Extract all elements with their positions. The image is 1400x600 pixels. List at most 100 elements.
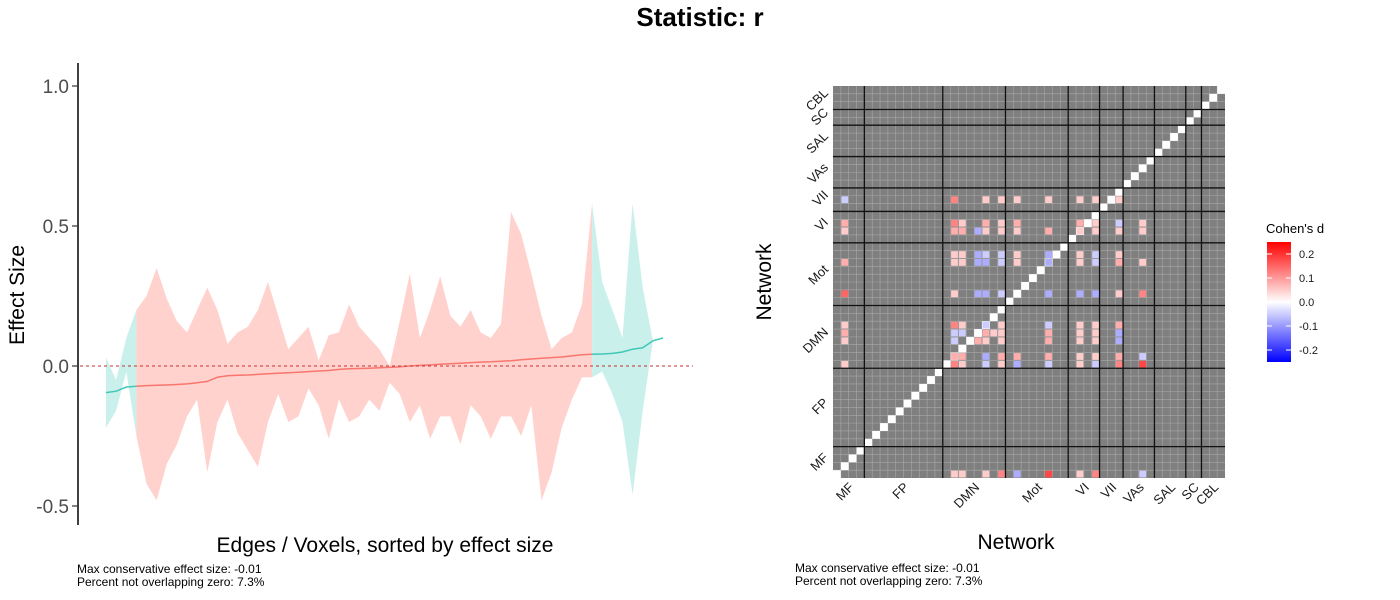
right-percent-note: Percent not overlapping zero: 7.3% xyxy=(795,574,983,588)
heatmap-cell xyxy=(1076,470,1084,478)
heatmap-cell xyxy=(1076,196,1084,204)
heatmap-cell xyxy=(958,219,966,227)
heatmap-cell xyxy=(982,219,990,227)
heatmap-cell xyxy=(1115,337,1123,345)
heatmap-cell xyxy=(1115,290,1123,298)
y-network-label: Mot xyxy=(805,261,831,287)
heatmap-cell xyxy=(951,251,958,258)
heatmap-cell xyxy=(1139,258,1147,266)
diagonal-cell xyxy=(1170,133,1178,141)
diagonal-cell xyxy=(887,415,896,424)
heatmap-cell xyxy=(1013,470,1021,478)
heatmap-cell xyxy=(1092,290,1100,298)
heatmap-cell xyxy=(841,258,849,266)
heatmap-cell xyxy=(951,196,958,204)
y-network-label: DMN xyxy=(800,324,832,356)
legend-ticks: 0.2 0.1 0.0 -0.1 -0.2 xyxy=(1267,249,1318,357)
heatmap-cell xyxy=(1013,196,1021,204)
heatmap-cell xyxy=(951,321,958,329)
heatmap-cell xyxy=(1115,196,1123,204)
heatmap-cell xyxy=(982,360,990,368)
diagonal-cell xyxy=(974,329,982,337)
heatmap-cell xyxy=(1076,337,1084,345)
heatmap-cell xyxy=(1076,360,1084,368)
x-network-label: VI xyxy=(1073,480,1092,499)
heatmap-cell xyxy=(1115,219,1123,227)
heatmap-cell xyxy=(982,258,990,266)
diagonal-cell xyxy=(872,430,881,439)
heatmap-cell xyxy=(1092,470,1100,478)
diagonal-cell xyxy=(942,360,951,369)
diagonal-cell xyxy=(1177,125,1186,134)
estimate-line-significant xyxy=(105,385,137,394)
y-tick-label: 1.0 xyxy=(43,77,69,98)
heatmap-cell xyxy=(990,329,998,337)
heatmap-cell xyxy=(1139,227,1147,235)
y-tick-label: -0.5 xyxy=(36,497,69,518)
heatmap-cell xyxy=(998,321,1005,329)
diagonal-cell xyxy=(997,305,1006,314)
heatmap-cell xyxy=(1013,227,1021,235)
diagonal-cell xyxy=(1107,195,1116,204)
diagonal-cell xyxy=(934,368,943,377)
diagonal-cell xyxy=(966,336,975,345)
diagonal-cell xyxy=(903,399,912,408)
heatmap-cell xyxy=(1139,353,1147,360)
heatmap-cell xyxy=(951,329,958,337)
heatmap-cell xyxy=(1092,321,1100,329)
x-network-label: CBL xyxy=(1193,480,1221,508)
heatmap-cell xyxy=(1013,258,1021,266)
heatmap-cell xyxy=(951,337,958,345)
heatmap-cell xyxy=(1092,251,1100,258)
x-network-label: MF xyxy=(833,479,857,503)
heatmap-cell xyxy=(1092,219,1100,227)
heatmap-cell xyxy=(982,353,990,360)
heatmap-cell xyxy=(1045,290,1053,298)
heatmap-cell xyxy=(1092,227,1100,235)
heatmap-cell xyxy=(1045,470,1053,478)
heatmap-cell xyxy=(974,337,982,345)
diagonal-cell xyxy=(840,462,849,471)
y-tick-label: 0.0 xyxy=(43,357,69,378)
heatmap-cell xyxy=(1045,360,1053,368)
diagonal-cell xyxy=(1052,250,1061,259)
diagonal-cell xyxy=(1068,234,1077,243)
y-axis-label: Network xyxy=(753,243,776,321)
diagonal-cell xyxy=(989,313,998,322)
heatmap-cell xyxy=(841,337,849,345)
x-axis-label: Network xyxy=(977,531,1055,554)
diagonal-cell xyxy=(833,470,841,478)
heatmap-cell xyxy=(1092,258,1100,266)
heatmap-cell xyxy=(841,329,849,337)
x-network-label: FP xyxy=(889,480,911,502)
heatmap-cell xyxy=(1013,219,1021,227)
heatmap-cell xyxy=(1139,219,1147,227)
heatmap-cell xyxy=(1045,196,1053,204)
heatmap-cell xyxy=(951,219,958,227)
heatmap-cell xyxy=(958,251,966,258)
x-network-label: DMN xyxy=(951,480,983,512)
x-network-label: SAL xyxy=(1150,480,1178,508)
right-annotations: Max conservative effect size: -0.01 Perc… xyxy=(795,562,982,588)
effect-size-chart: -0.5 0.0 0.5 1.0 Effect Size Edges / Voxels… xyxy=(6,63,693,557)
heatmap-cell xyxy=(1076,219,1084,227)
heatmap-cell xyxy=(998,470,1005,478)
diagonal-cell xyxy=(1154,148,1163,157)
heatmap-cell xyxy=(1092,329,1100,337)
heatmap-cell xyxy=(974,290,982,298)
heatmap-cell xyxy=(1115,353,1123,360)
heatmap-cell xyxy=(1045,337,1053,345)
diagonal-cell xyxy=(1193,109,1202,118)
heatmap-cell xyxy=(982,251,990,258)
heatmap-cell xyxy=(998,337,1005,345)
heatmap-cell xyxy=(841,321,849,329)
diagonal-cell xyxy=(1115,187,1124,196)
heatmap-cell xyxy=(958,258,966,266)
heatmap-cell xyxy=(841,290,849,298)
y-network-label: VAs xyxy=(804,159,831,186)
heatmap-cell xyxy=(1115,258,1123,266)
heatmap-cell xyxy=(1045,258,1053,266)
